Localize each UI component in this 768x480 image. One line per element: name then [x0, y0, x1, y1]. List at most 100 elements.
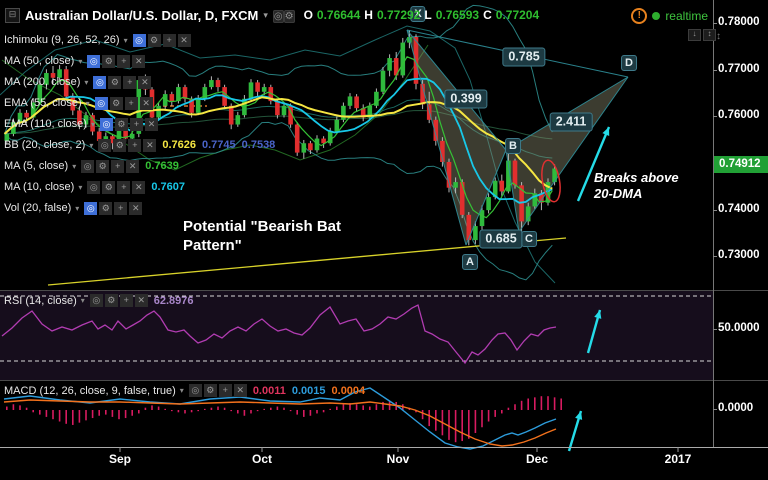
add-icon[interactable]: + [162, 33, 176, 47]
warning-icon[interactable]: ! [631, 8, 648, 24]
settings-icon[interactable]: ⚙ [109, 96, 123, 110]
add-icon[interactable]: + [128, 138, 142, 152]
symbol-title[interactable]: Australian Dollar/U.S. Dollar, D, FXCM [25, 7, 259, 23]
chart-settings-icon[interactable]: ⚙ [283, 10, 295, 23]
visibility-icon[interactable]: ◎ [99, 117, 113, 131]
chevron-down-icon[interactable]: ▾ [75, 203, 80, 213]
visibility-icon[interactable]: ◎ [87, 54, 101, 68]
chevron-down-icon[interactable]: ▾ [72, 161, 77, 171]
ohlc-key: O [303, 8, 313, 22]
add-icon[interactable]: + [124, 96, 138, 110]
chevron-down-icon[interactable]: ▾ [90, 119, 95, 129]
add-icon[interactable]: + [111, 159, 125, 173]
remove-icon[interactable]: ✕ [233, 384, 247, 397]
chevron-down-icon[interactable]: ▾ [123, 35, 128, 45]
add-icon[interactable]: + [114, 201, 128, 215]
indicator-label: Vol (20, false) [4, 202, 72, 214]
visibility-icon[interactable]: ◎ [87, 180, 101, 194]
remove-icon[interactable]: ✕ [144, 117, 158, 131]
collapse-icon[interactable]: ⊟ [5, 7, 20, 23]
visibility-icon[interactable]: ◎ [188, 384, 202, 397]
symbol-caret-icon[interactable]: ▾ [263, 9, 268, 20]
remove-icon[interactable]: ✕ [134, 294, 148, 307]
pattern-ratio-label[interactable]: 0.685 [479, 229, 523, 249]
macd-legend[interactable]: MACD (12, 26, close, 9, false, true) ▾ ◎ ⚙ +… [4, 384, 365, 397]
chevron-down-icon[interactable]: ▾ [80, 296, 85, 305]
settings-icon[interactable]: ⚙ [113, 138, 127, 152]
bat-pattern-note[interactable]: Potential "Bearish Bat Pattern" [183, 218, 341, 254]
pattern-ratio-label[interactable]: 0.399 [444, 89, 488, 109]
time-axis-label: Dec [525, 452, 549, 466]
chevron-down-icon[interactable]: ▾ [78, 56, 83, 66]
settings-icon[interactable]: ⚙ [96, 159, 110, 173]
main-breakout-arrow[interactable] [576, 126, 611, 202]
add-icon[interactable]: + [119, 294, 133, 307]
indicator-row[interactable]: Vol (20, false) ▾ ◎ ⚙ + ✕ [4, 200, 143, 216]
indicator-row[interactable]: MA (10, close) ▾ ◎ ⚙ + ✕ 0.7607 [4, 179, 185, 195]
settings-icon[interactable]: ⚙ [99, 201, 113, 215]
add-icon[interactable]: + [117, 180, 131, 194]
settings-icon[interactable]: ⚙ [114, 117, 128, 131]
indicator-label: MACD (12, 26, close, 9, false, true) [4, 384, 176, 397]
axis-updown-icon[interactable]: ↕ [716, 31, 721, 42]
pattern-point-label[interactable]: C [521, 231, 537, 247]
add-icon[interactable]: + [117, 54, 131, 68]
ohlc-value: 0.76644 [316, 8, 361, 22]
settings-icon[interactable]: ⚙ [102, 54, 116, 68]
remove-icon[interactable]: ✕ [177, 33, 191, 47]
pattern-point-label[interactable]: X [410, 6, 426, 22]
chevron-down-icon[interactable]: ▾ [84, 77, 89, 87]
visibility-icon[interactable]: ◎ [81, 159, 95, 173]
settings-icon[interactable]: ⚙ [203, 384, 217, 397]
remove-icon[interactable]: ✕ [143, 138, 157, 152]
pattern-point-label[interactable]: A [462, 254, 478, 270]
macd-up-arrow[interactable] [567, 410, 583, 452]
chevron-down-icon[interactable]: ▾ [89, 140, 94, 150]
pattern-point-label[interactable]: D [621, 55, 637, 71]
settings-icon[interactable]: ⚙ [102, 180, 116, 194]
scale-down-icon[interactable]: ↓ [688, 29, 701, 41]
ohlc-value: 0.76593 [435, 8, 480, 22]
visibility-icon[interactable]: ◎ [94, 96, 108, 110]
indicator-row[interactable]: MA (200, close) ▾ ◎ ⚙ + ✕ [4, 74, 152, 90]
add-icon[interactable]: + [129, 117, 143, 131]
visibility-icon[interactable]: ◎ [93, 75, 107, 89]
remove-icon[interactable]: ✕ [139, 96, 153, 110]
indicator-row[interactable]: EMA (110, close) ▾ ◎ ⚙ + ✕ [4, 116, 158, 132]
chevron-down-icon[interactable]: ▾ [179, 386, 184, 395]
chevron-down-icon[interactable]: ▾ [78, 182, 83, 192]
remove-icon[interactable]: ✕ [129, 201, 143, 215]
ohlc-key: C [483, 8, 492, 22]
chevron-down-icon[interactable]: ▾ [85, 98, 90, 108]
remove-icon[interactable]: ✕ [138, 75, 152, 89]
visibility-icon[interactable]: ◎ [98, 138, 112, 152]
compare-icon[interactable]: ◎ [272, 10, 284, 23]
indicator-row[interactable]: Ichimoku (9, 26, 52, 26) ▾ ◎ ⚙ + ✕ [4, 32, 191, 48]
connection-dot-icon [652, 12, 661, 20]
realtime-status: ! realtime [631, 8, 708, 24]
pattern-point-label[interactable]: B [505, 138, 521, 154]
indicator-row[interactable]: EMA (55, close) ▾ ◎ ⚙ + ✕ [4, 95, 153, 111]
remove-icon[interactable]: ✕ [132, 54, 146, 68]
settings-icon[interactable]: ⚙ [147, 33, 161, 47]
indicator-row[interactable]: MA (5, close) ▾ ◎ ⚙ + ✕ 0.7639 [4, 158, 179, 174]
scale-updown-icon[interactable]: ↕ [703, 29, 716, 41]
pattern-ratio-label[interactable]: 0.785 [502, 47, 546, 67]
remove-icon[interactable]: ✕ [132, 180, 146, 194]
rsi-up-arrow[interactable] [586, 309, 602, 354]
breakout-note[interactable]: Breaks above 20-DMA [594, 170, 679, 202]
pattern-ratio-label[interactable]: 2.411 [549, 112, 593, 132]
add-icon[interactable]: + [123, 75, 137, 89]
remove-icon[interactable]: ✕ [126, 159, 140, 173]
settings-icon[interactable]: ⚙ [104, 294, 118, 307]
settings-icon[interactable]: ⚙ [108, 75, 122, 89]
rsi-legend[interactable]: RSI (14, close) ▾ ◎ ⚙ + ✕ 62.8976 [4, 294, 194, 307]
add-icon[interactable]: + [218, 384, 232, 397]
indicator-row[interactable]: MA (50, close) ▾ ◎ ⚙ + ✕ [4, 53, 146, 69]
ohlc-value: 0.77204 [495, 8, 540, 22]
visibility-icon[interactable]: ◎ [89, 294, 103, 307]
visibility-icon[interactable]: ◎ [84, 201, 98, 215]
indicator-row[interactable]: BB (20, close, 2) ▾ ◎ ⚙ + ✕ 0.7626 0.7745 0.7538 [4, 137, 275, 153]
visibility-icon[interactable]: ◎ [132, 33, 146, 47]
